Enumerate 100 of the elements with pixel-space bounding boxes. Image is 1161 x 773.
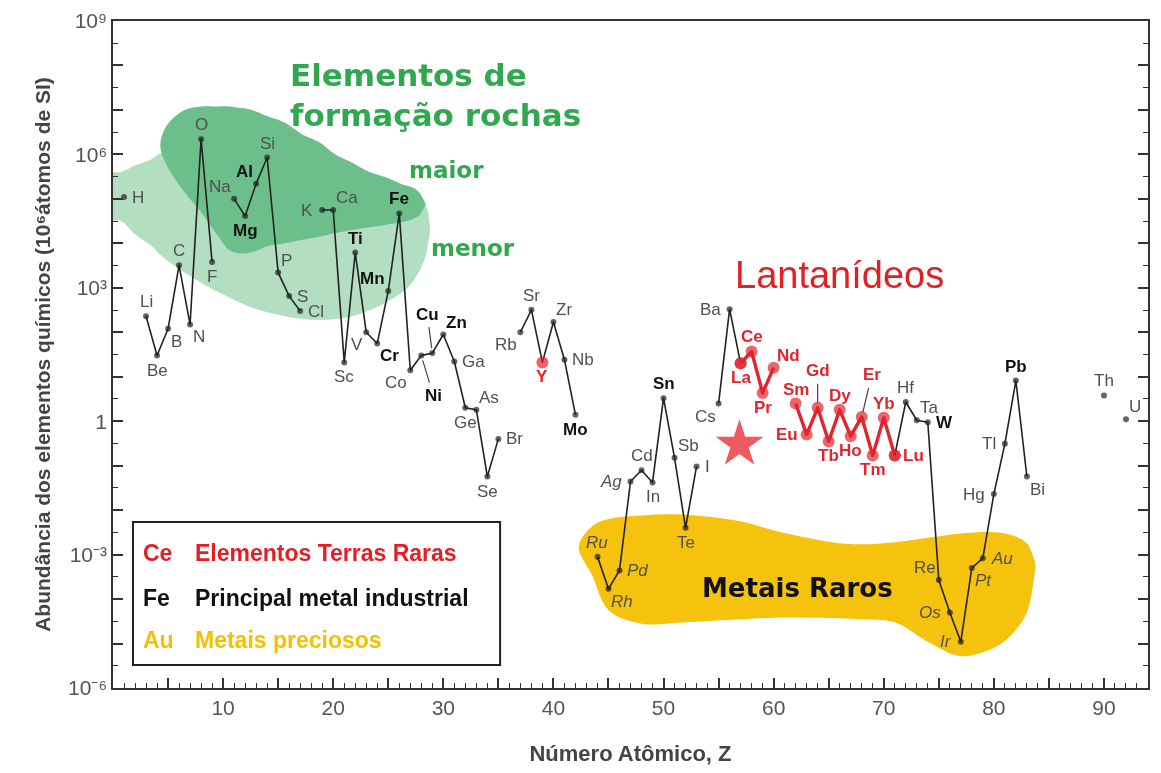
annotation: Au <box>991 549 1014 568</box>
annotation: menor <box>431 235 515 261</box>
annotation: Cu <box>416 305 439 324</box>
annotation: La <box>731 368 752 387</box>
annotation: Rh <box>611 592 633 611</box>
annotation: Ce <box>143 540 173 566</box>
annotation: Nb <box>572 350 594 369</box>
annotation: U <box>1129 397 1142 416</box>
annotation: Zn <box>446 313 467 332</box>
annotation: K <box>301 201 313 220</box>
annotation: Cl <box>308 302 325 321</box>
x-tick-label: 70 <box>872 695 896 719</box>
annotation: C <box>173 241 186 260</box>
x-tick-label: 80 <box>982 695 1006 719</box>
annotation: Eu <box>776 425 798 444</box>
y-tick-label: 10⁹ <box>74 9 108 33</box>
annotation: V <box>351 335 363 354</box>
annotation: H <box>132 188 145 207</box>
y-axis-title: Abundância dos elementos químicos (10⁶átomos de SI) <box>30 77 54 632</box>
annotation: Th <box>1094 371 1114 390</box>
annotation: Tb <box>818 446 839 465</box>
annotation: Ge <box>454 413 477 432</box>
annotation: Zr <box>556 300 573 319</box>
x-tick-label: 90 <box>1092 695 1116 719</box>
annotation: Bi <box>1030 480 1046 499</box>
annotation: Ho <box>839 441 862 460</box>
x-tick-label: 40 <box>541 695 566 719</box>
annotation: Cd <box>631 446 653 465</box>
x-axis-title: Número Atômico, Z <box>529 741 732 767</box>
annotation: Os <box>919 603 942 622</box>
annotation: S <box>297 287 309 306</box>
annotation: Tl <box>982 434 997 453</box>
x-tick-label: 10 <box>211 695 235 719</box>
annotation: Pr <box>754 398 773 417</box>
annotation: Nd <box>777 346 800 365</box>
annotation: Tm <box>860 460 886 479</box>
annotation: Rb <box>495 335 517 354</box>
annotation: F <box>207 267 218 286</box>
annotation: Lu <box>903 446 924 465</box>
annotation: Cs <box>695 407 716 426</box>
annotation: Ta <box>920 398 939 417</box>
annotation: Mn <box>360 269 385 288</box>
annotation: Re <box>914 558 936 577</box>
annotation: Br <box>506 429 524 448</box>
annotation: Metais preciosos <box>195 627 382 653</box>
y-tick-label: 10³ <box>76 276 108 300</box>
annotation: Fe <box>143 585 170 611</box>
x-tick-label: 50 <box>651 695 676 719</box>
annotation: Be <box>147 361 168 380</box>
annotation: Sm <box>783 380 810 399</box>
annotation: Ga <box>462 352 486 371</box>
annotation: Metais Raros <box>702 573 893 603</box>
y-tick-label: 10⁻⁶ <box>68 676 108 700</box>
annotation: Fe <box>389 189 409 208</box>
annotation: Pb <box>1005 357 1027 376</box>
annotation: Au <box>143 627 174 653</box>
annotation: P <box>281 251 293 270</box>
annotation: Principal metal industrial <box>195 585 469 611</box>
y-tick-label: 10⁶ <box>75 142 108 166</box>
annotation: Pd <box>627 561 649 580</box>
annotation: Co <box>385 373 407 392</box>
annotation: Si <box>260 134 276 153</box>
annotation: Er <box>863 365 882 384</box>
annotation: Te <box>677 533 695 552</box>
annotation: Ca <box>336 188 359 207</box>
annotation: Na <box>209 177 232 196</box>
annotation: Ag <box>600 472 623 491</box>
annotation: W <box>936 413 953 432</box>
annotation: Hg <box>963 485 985 504</box>
annotation: Lantanídeos <box>735 254 945 296</box>
annotation: I <box>705 457 710 476</box>
annotation: Ba <box>700 300 722 319</box>
annotation: Dy <box>829 386 852 405</box>
annotation: Li <box>140 292 154 311</box>
annotation: Gd <box>806 361 830 380</box>
annotation: B <box>171 332 183 351</box>
annotation: Cr <box>380 346 400 365</box>
y-tick-label: 1 <box>95 409 108 433</box>
annotation: Sn <box>653 374 675 393</box>
annotation: maior <box>409 157 485 183</box>
annotation: Sc <box>334 367 355 386</box>
annotation: Mo <box>563 420 588 439</box>
annotation: Ru <box>586 533 609 552</box>
annotation: Ni <box>425 386 442 405</box>
annotation: N <box>193 327 206 346</box>
annotation: Mg <box>233 221 258 240</box>
annotation: Hf <box>897 378 915 397</box>
x-tick-label: 60 <box>761 695 786 719</box>
annotation: Ir <box>940 632 952 651</box>
x-tick-label: 20 <box>321 695 345 719</box>
annotation: Elementos Terras Raras <box>195 540 457 566</box>
annotation: Y <box>536 367 548 386</box>
annotation: Yb <box>873 394 895 413</box>
annotation: Ce <box>741 327 763 346</box>
x-tick-label: 30 <box>431 695 455 719</box>
annotation: In <box>646 487 661 506</box>
annotation: O <box>195 115 209 134</box>
annotation: Al <box>236 162 253 181</box>
y-tick-label: 10⁻³ <box>69 542 108 566</box>
annotation: Se <box>477 482 498 501</box>
